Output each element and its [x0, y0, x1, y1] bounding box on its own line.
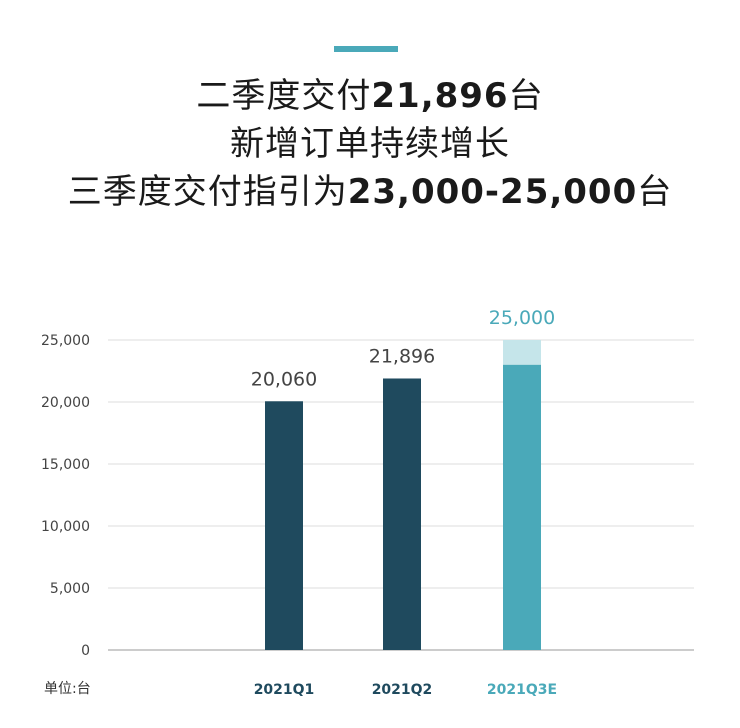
data-label: 21,896 — [369, 345, 435, 367]
x-tick-label: 2021Q1 — [254, 682, 315, 698]
bar — [383, 378, 421, 650]
bar — [503, 364, 541, 650]
bar — [265, 401, 303, 650]
y-tick-label: 25,000 — [41, 333, 90, 349]
headline-line-2: 新增订单持续增长 — [230, 124, 510, 164]
headline-line-3-prefix: 三季度交付指引为 — [67, 172, 348, 212]
headline-line-1: 二季度交付21,896台 — [0, 72, 740, 120]
unit-label: 单位:台 — [44, 681, 91, 697]
y-tick-label: 15,000 — [41, 457, 90, 473]
bar-range-upper — [503, 340, 541, 365]
y-tick-label: 10,000 — [41, 519, 90, 535]
y-tick-label: 20,000 — [41, 395, 90, 411]
headline-line-1-suffix: 台 — [508, 76, 544, 116]
headline-line-1-value: 21,896 — [371, 76, 509, 116]
data-label: 25,000 — [489, 307, 555, 329]
y-tick-label: 0 — [81, 643, 90, 659]
headline-line-3-suffix: 台 — [637, 172, 673, 212]
headline-line-3-value: 23,000-25,000 — [347, 172, 638, 212]
y-tick-label: 5,000 — [50, 581, 90, 597]
headline-line-1-prefix: 二季度交付 — [196, 76, 372, 116]
data-label: 20,060 — [251, 368, 317, 390]
accent-bar — [334, 46, 398, 52]
x-tick-label: 2021Q2 — [372, 682, 433, 698]
x-tick-label: 2021Q3E — [487, 682, 557, 698]
headline: 二季度交付21,896台 新增订单持续增长 三季度交付指引为23,000-25,… — [0, 72, 740, 216]
headline-line-3: 三季度交付指引为23,000-25,000台 — [0, 168, 740, 216]
